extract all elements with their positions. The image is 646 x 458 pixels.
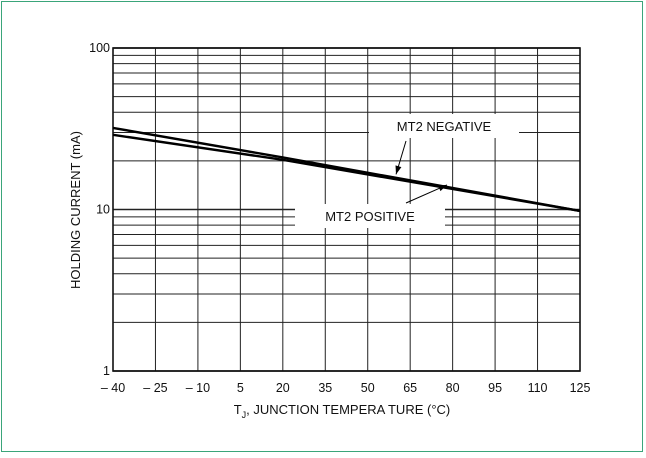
- x-axis-label-unit: °C: [431, 402, 446, 417]
- x-axis-label-prefix: T: [234, 402, 242, 417]
- annotation-label-background: [295, 204, 445, 228]
- x-tick-label: – 25: [143, 381, 167, 395]
- chart-annotations: MT2 NEGATIVE MT2 POSITIVE: [295, 114, 519, 228]
- x-axis-label-end: ): [446, 402, 450, 417]
- x-tick-label: – 40: [101, 381, 125, 395]
- x-axis-label-subscript: J: [242, 410, 247, 420]
- x-tick-label: 110: [528, 381, 548, 395]
- annotation-arrowhead: [395, 165, 402, 175]
- chart-grid: [112, 47, 581, 372]
- x-axis-label-rest: , JUNCTION TEMPERA TURE (: [246, 402, 432, 417]
- x-tick-label: 80: [446, 381, 460, 395]
- annotation-label: MT2 POSITIVE: [325, 209, 415, 224]
- chart-series: [112, 126, 581, 213]
- x-tick-label: 95: [488, 381, 502, 395]
- x-tick-label: 125: [570, 381, 591, 395]
- chart-frame: MT2 NEGATIVE MT2 POSITIVE – 40 – 25 – 10 5 20…: [1, 1, 643, 452]
- x-tick-label: 35: [318, 381, 332, 395]
- x-tick-label: 50: [361, 381, 375, 395]
- x-tick-label: – 10: [186, 381, 210, 395]
- annotation-label-background: [369, 114, 519, 138]
- x-axis-label: TJ, JUNCTION TEMPERA TURE (°C): [234, 402, 451, 420]
- annotation-arrowhead: [437, 184, 447, 192]
- y-tick-label: 100: [89, 41, 110, 55]
- series-line-mt2-positive: [112, 133, 581, 213]
- y-axis-label: HOLDING CURRENT (mA): [68, 131, 83, 289]
- x-tick-label: 65: [403, 381, 417, 395]
- x-tick-label: 20: [276, 381, 290, 395]
- x-tick-label: 5: [237, 381, 244, 395]
- holding-current-chart: MT2 NEGATIVE MT2 POSITIVE – 40 – 25 – 10 5 20…: [68, 41, 590, 420]
- annotation-label: MT2 NEGATIVE: [397, 119, 492, 134]
- plot-border: [112, 47, 581, 372]
- y-tick-label: 10: [96, 203, 110, 217]
- y-tick-label: 1: [103, 364, 110, 378]
